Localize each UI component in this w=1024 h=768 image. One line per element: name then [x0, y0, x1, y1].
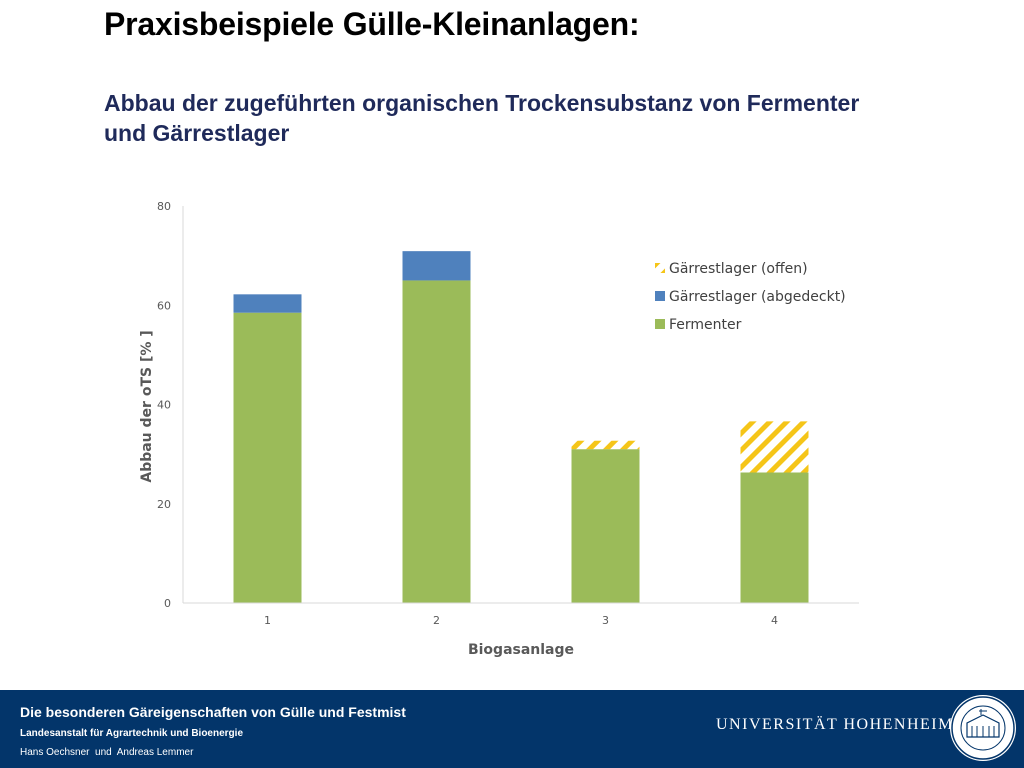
- legend-swatch-g-rrestlager-abgedeckt: [655, 291, 665, 301]
- y-tick-label: 0: [164, 597, 171, 610]
- x-tick-label: 4: [771, 614, 778, 627]
- y-tick-label: 20: [157, 498, 171, 511]
- chart-legend: Gärrestlager (offen) Gärrestlager (abgede…: [655, 261, 846, 333]
- legend-swatch-fermenter: [655, 319, 665, 329]
- x-axis-ticks: 1 2 3 4: [264, 614, 778, 627]
- bar-chart: 0 20 40 60 80 1 2 3 4 Abbau der oTS [% ] Biogas…: [139, 200, 859, 658]
- footer-bar: Die besonderen Gäreigenschaften von Güll…: [0, 690, 1024, 768]
- bar-g-rrestlager-abgedeckt-2: [402, 251, 471, 281]
- bar-fermenter-4: [740, 472, 809, 603]
- x-tick-label: 2: [433, 614, 440, 627]
- slide-title: Praxisbeispiele Gülle-Kleinanlagen:: [104, 6, 640, 42]
- footer-authors: Hans Oechsner und Andreas Lemmer: [20, 747, 194, 758]
- chart-bars: [233, 251, 809, 603]
- bar-g-rrestlager-offen-4: [740, 421, 809, 473]
- legend-label: Gärrestlager (abgedeckt): [669, 289, 846, 305]
- y-tick-label: 40: [157, 399, 171, 412]
- footer-institute: Landesanstalt für Agrartechnik und Bioen…: [20, 728, 244, 739]
- university-seal-icon: [950, 695, 1016, 761]
- bar-g-rrestlager-abgedeckt-1: [233, 294, 302, 313]
- y-tick-label: 60: [157, 299, 171, 312]
- bar-fermenter-2: [402, 280, 471, 603]
- legend-swatch-g-rrestlager-offen: [655, 263, 665, 273]
- x-axis-label: Biogasanlage: [468, 642, 574, 658]
- y-axis-ticks: 0 20 40 60 80: [157, 200, 171, 610]
- y-axis-label: Abbau der oTS [% ]: [139, 330, 155, 482]
- footer-title: Die besonderen Gäreigenschaften von Güll…: [20, 704, 406, 720]
- x-tick-label: 3: [602, 614, 609, 627]
- y-tick-label: 80: [157, 200, 171, 213]
- university-name: UNIVERSITÄT HOHENHEIM: [716, 716, 954, 733]
- legend-label: Fermenter: [669, 317, 742, 333]
- legend-label: Gärrestlager (offen): [669, 261, 808, 277]
- bar-fermenter-1: [233, 312, 302, 603]
- bar-fermenter-3: [571, 449, 640, 603]
- bar-g-rrestlager-offen-3: [571, 440, 640, 450]
- slide-subtitle: Abbau der zugeführten organischen Trocke…: [104, 90, 860, 146]
- x-tick-label: 1: [264, 614, 271, 627]
